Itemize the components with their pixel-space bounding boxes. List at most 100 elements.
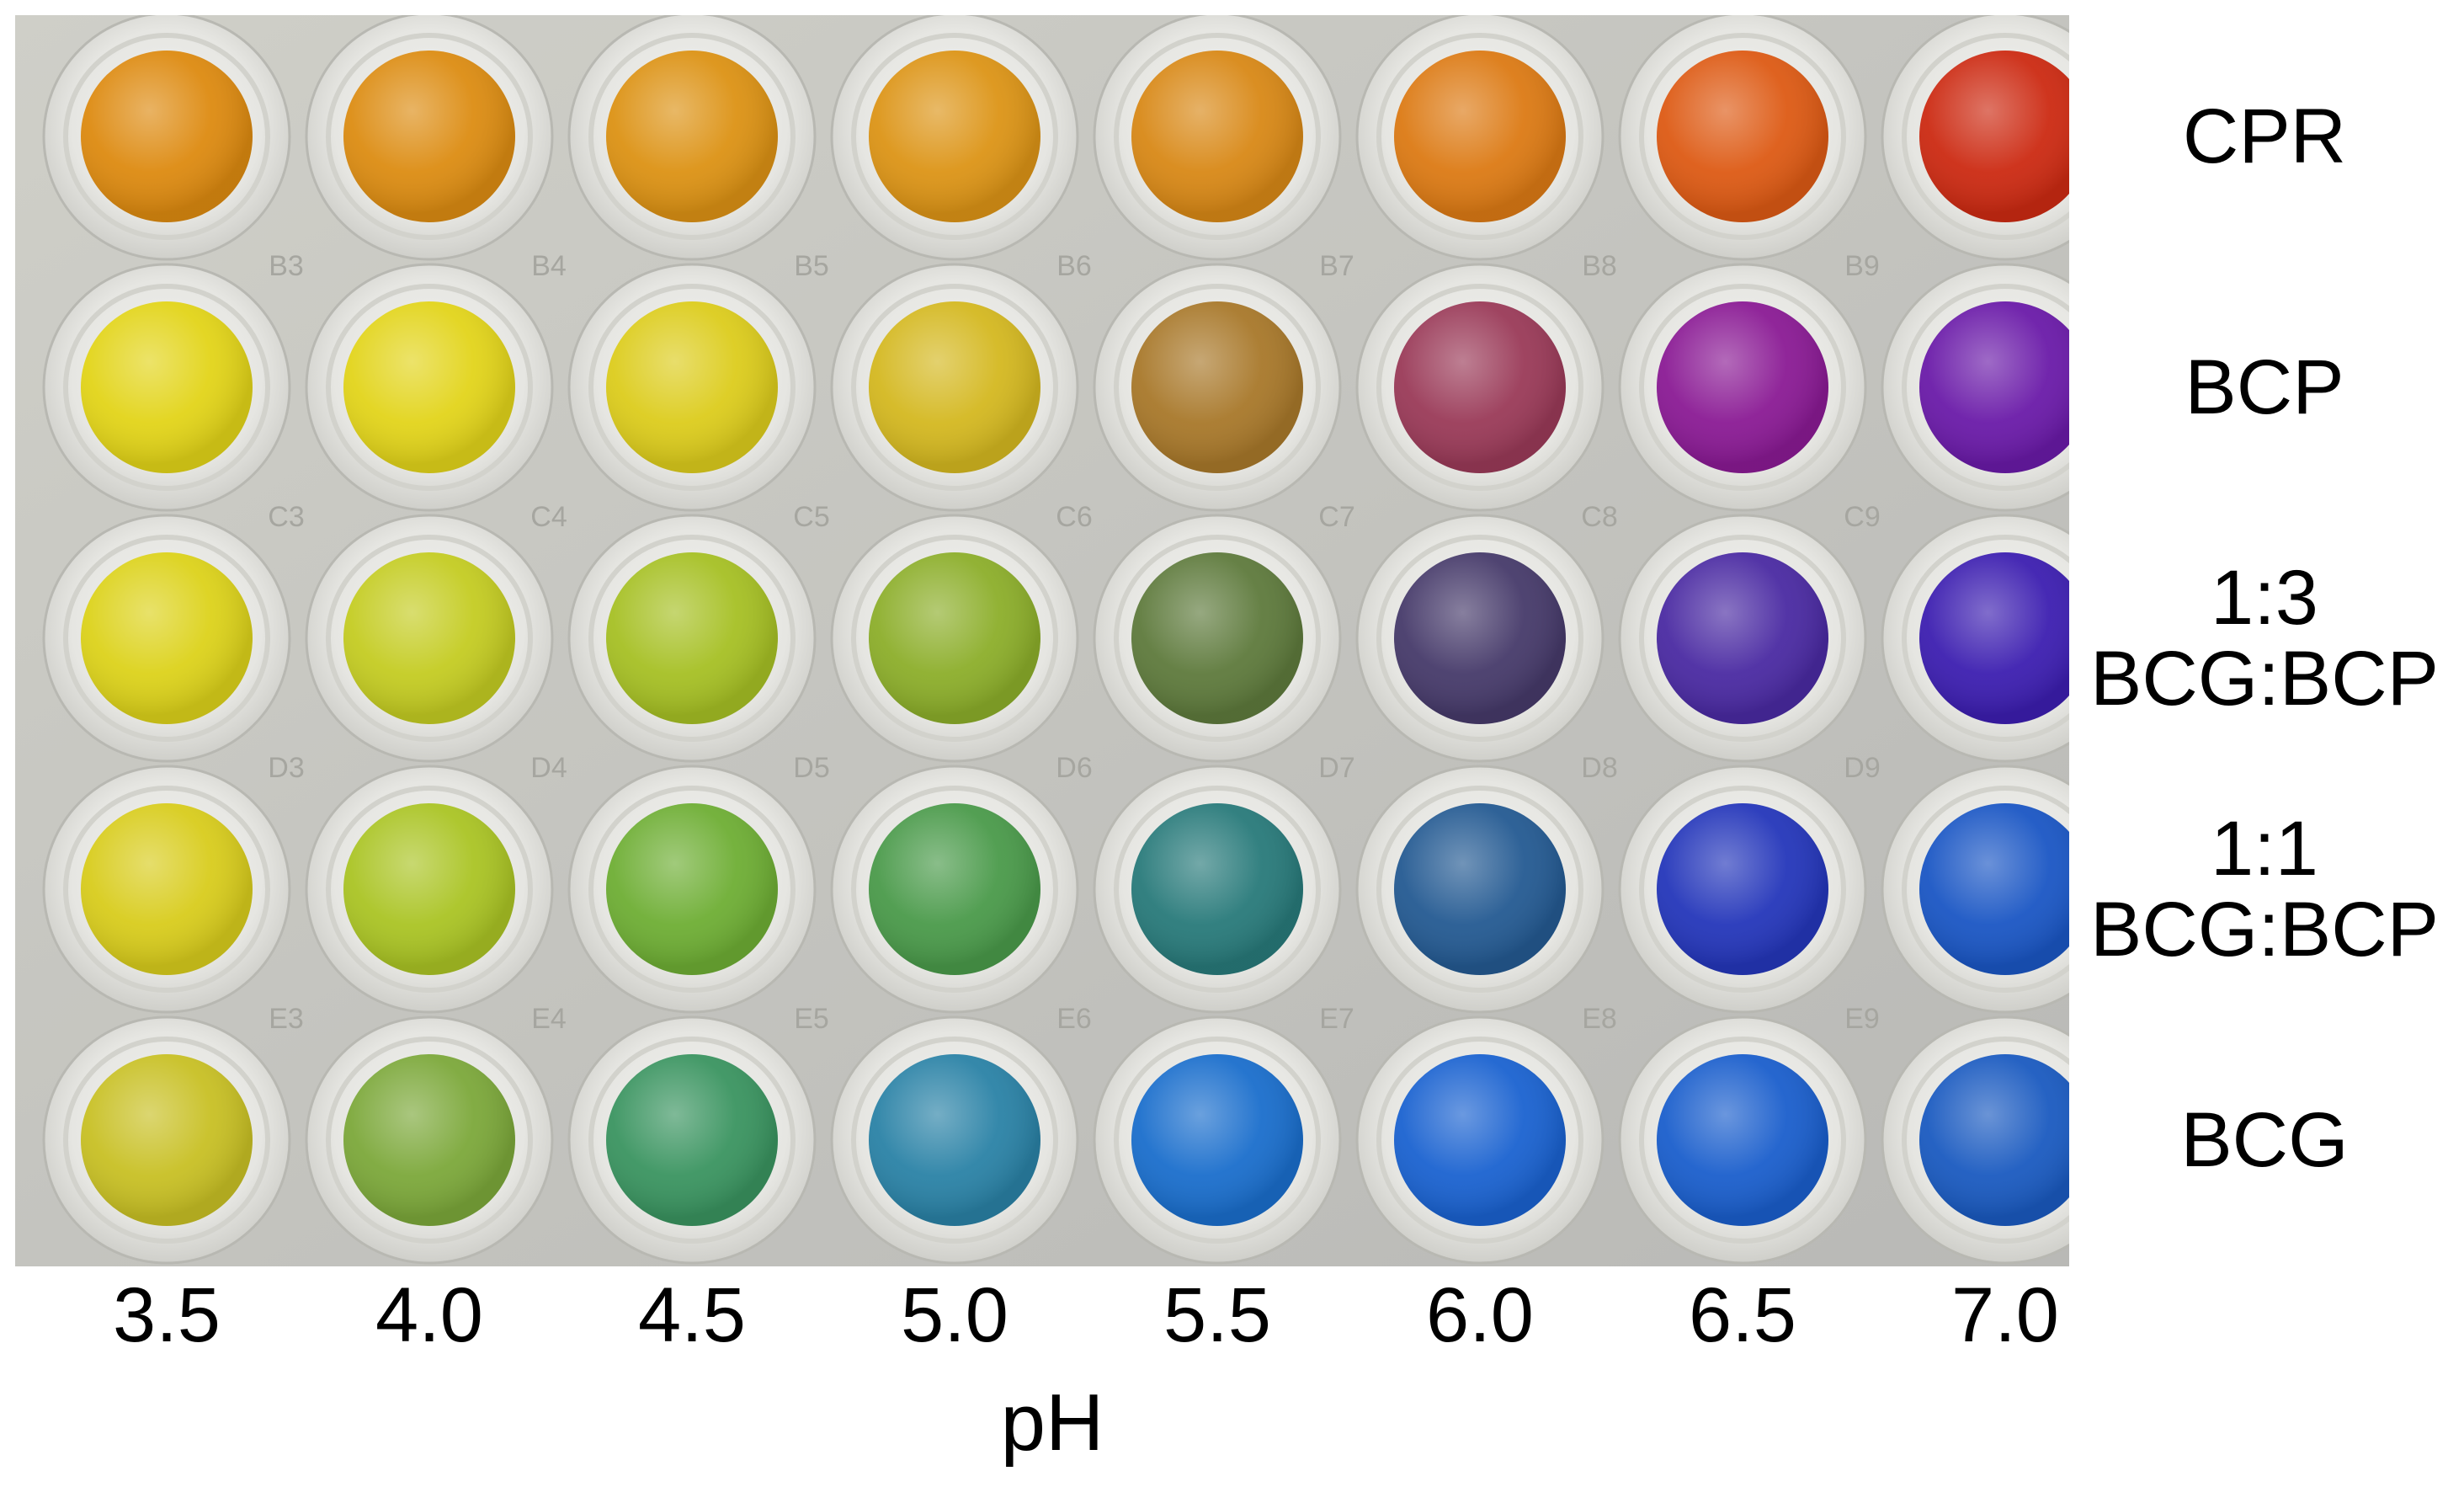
well-shine xyxy=(1657,552,1828,724)
well xyxy=(305,514,554,763)
well xyxy=(1093,15,1342,261)
well-inner-ring xyxy=(1902,786,2069,993)
well-inner-ring xyxy=(1376,786,1583,993)
well-inner-ring xyxy=(1902,33,2069,240)
well-shine xyxy=(343,803,515,975)
well-shine xyxy=(1394,803,1566,975)
well-id-label: C8 xyxy=(1581,501,1617,533)
well-id-label: E4 xyxy=(531,1003,567,1035)
well xyxy=(305,263,554,512)
well-inner-ring xyxy=(851,33,1058,240)
well-inner-ring xyxy=(1639,535,1846,742)
well-shine xyxy=(1394,552,1566,724)
well-shine xyxy=(1394,51,1566,222)
well-id-label: C5 xyxy=(793,501,829,533)
well xyxy=(42,1015,291,1265)
well-inner-ring xyxy=(1639,284,1846,491)
well-inner-ring xyxy=(588,284,796,491)
well-inner-ring xyxy=(1902,284,2069,491)
well-shine xyxy=(81,301,253,473)
well-inner-ring xyxy=(588,1037,796,1244)
ph-tick-label: 5.5 xyxy=(1163,1272,1271,1358)
well xyxy=(305,15,554,261)
well-inner-ring xyxy=(1639,1037,1846,1244)
well-id-label: D6 xyxy=(1056,752,1092,784)
well-inner-ring xyxy=(1114,786,1321,993)
well xyxy=(1355,1015,1605,1265)
x-axis-label: pH xyxy=(1000,1378,1104,1468)
well-id-label: E7 xyxy=(1319,1003,1354,1035)
well-inner-ring xyxy=(851,786,1058,993)
well-id-label: C7 xyxy=(1318,501,1354,533)
well-shine xyxy=(343,552,515,724)
ph-tick-label: 4.0 xyxy=(375,1272,483,1358)
well-inner-ring xyxy=(851,1037,1058,1244)
well-id-label: B3 xyxy=(269,250,304,282)
well-id-label: D7 xyxy=(1318,752,1354,784)
well-plate-photo: B3B4B5B6B7B8B9B1C3C4C5C6C7C8C9C1D3D4D5D6… xyxy=(15,15,2069,1266)
well-inner-ring xyxy=(326,33,533,240)
well-id-label: D4 xyxy=(530,752,567,784)
well xyxy=(1881,514,2069,763)
well-id-label: D5 xyxy=(793,752,829,784)
well-shine xyxy=(1394,301,1566,473)
well xyxy=(305,765,554,1014)
well-shine xyxy=(606,1054,778,1226)
well-shine xyxy=(1919,51,2069,222)
well-id-label: C4 xyxy=(530,501,567,533)
well-inner-ring xyxy=(1376,1037,1583,1244)
well-shine xyxy=(869,552,1040,724)
well xyxy=(1093,514,1342,763)
well xyxy=(42,263,291,512)
well-id-label: D8 xyxy=(1581,752,1617,784)
well-inner-ring xyxy=(63,535,270,742)
well-shine xyxy=(1657,803,1828,975)
well-shine xyxy=(1657,51,1828,222)
well-shine xyxy=(606,51,778,222)
well xyxy=(1093,765,1342,1014)
well-id-label: B9 xyxy=(1844,250,1880,282)
well xyxy=(1618,765,1867,1014)
well-id-label: B8 xyxy=(1582,250,1617,282)
well-id-label: B4 xyxy=(531,250,567,282)
well-inner-ring xyxy=(63,284,270,491)
well-shine xyxy=(869,301,1040,473)
well-id-label: B7 xyxy=(1319,250,1354,282)
well-shine xyxy=(869,803,1040,975)
well-id-label: E6 xyxy=(1056,1003,1092,1035)
well-shine xyxy=(1131,51,1303,222)
row-label-line: BCG:BCP xyxy=(2089,887,2440,973)
well-shine xyxy=(81,1054,253,1226)
row-label: CPR xyxy=(2079,96,2450,177)
well-inner-ring xyxy=(851,535,1058,742)
well-shine xyxy=(1131,1054,1303,1226)
well-id-label: D3 xyxy=(268,752,304,784)
row-label-line: BCP xyxy=(2185,344,2344,430)
well-inner-ring xyxy=(588,33,796,240)
well xyxy=(1881,765,2069,1014)
well-inner-ring xyxy=(1376,33,1583,240)
well-shine xyxy=(606,803,778,975)
well-shine xyxy=(1131,803,1303,975)
well-id-label: D9 xyxy=(1844,752,1880,784)
well-inner-ring xyxy=(1902,1037,2069,1244)
well-id-label: C3 xyxy=(268,501,304,533)
well-shine xyxy=(1919,301,2069,473)
well-inner-ring xyxy=(63,786,270,993)
well-shine xyxy=(81,51,253,222)
well-id-label: B6 xyxy=(1056,250,1092,282)
ph-tick-label: 5.0 xyxy=(901,1272,1008,1358)
well-shine xyxy=(869,51,1040,222)
well-shine xyxy=(1131,301,1303,473)
well xyxy=(1881,15,2069,261)
well-shine xyxy=(1919,803,2069,975)
well-inner-ring xyxy=(851,284,1058,491)
row-label: 1:3 BCG:BCP xyxy=(2079,557,2450,719)
well-inner-ring xyxy=(1376,284,1583,491)
well-inner-ring xyxy=(326,786,533,993)
row-label-line: BCG:BCP xyxy=(2089,636,2440,722)
well-shine xyxy=(1657,301,1828,473)
well xyxy=(1881,263,2069,512)
well xyxy=(1355,15,1605,261)
